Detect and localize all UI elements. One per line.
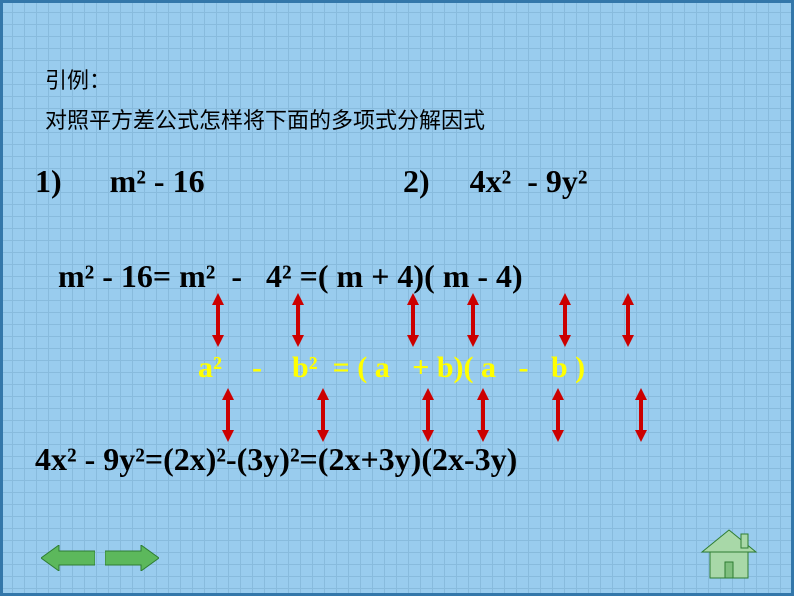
correspondence-arrow <box>467 293 479 347</box>
correspondence-arrow <box>635 388 647 442</box>
arrow-left-icon <box>41 545 95 571</box>
home-icon <box>700 528 758 580</box>
problem-2: 2) 4x² - 9y² <box>403 163 588 200</box>
problem-1: 1) m² - 16 <box>35 163 205 200</box>
arrow-right-icon <box>105 545 159 571</box>
formula-line: a² - b² = ( a + b)( a - b ) <box>198 351 585 385</box>
correspondence-arrow <box>407 293 419 347</box>
solution-line-2: 4x² - 9y²=(2x)²-(3y)²=(2x+3y)(2x-3y) <box>35 441 517 478</box>
correspondence-arrow <box>559 293 571 347</box>
nav-home-button[interactable] <box>700 528 758 585</box>
nav-forward-button[interactable] <box>105 545 159 571</box>
correspondence-arrow <box>317 388 329 442</box>
correspondence-arrow <box>552 388 564 442</box>
correspondence-arrow <box>622 293 634 347</box>
correspondence-arrow <box>422 388 434 442</box>
intro-label-1: 引例： <box>45 63 111 95</box>
correspondence-arrow <box>292 293 304 347</box>
correspondence-arrow <box>212 293 224 347</box>
correspondence-arrow <box>477 388 489 442</box>
intro-label-2: 对照平方差公式怎样将下面的多项式分解因式 <box>45 103 485 135</box>
correspondence-arrow <box>222 388 234 442</box>
solution-line-1: m² - 16= m² - 4² =( m + 4)( m - 4) <box>58 258 523 295</box>
nav-back-button[interactable] <box>41 545 95 571</box>
